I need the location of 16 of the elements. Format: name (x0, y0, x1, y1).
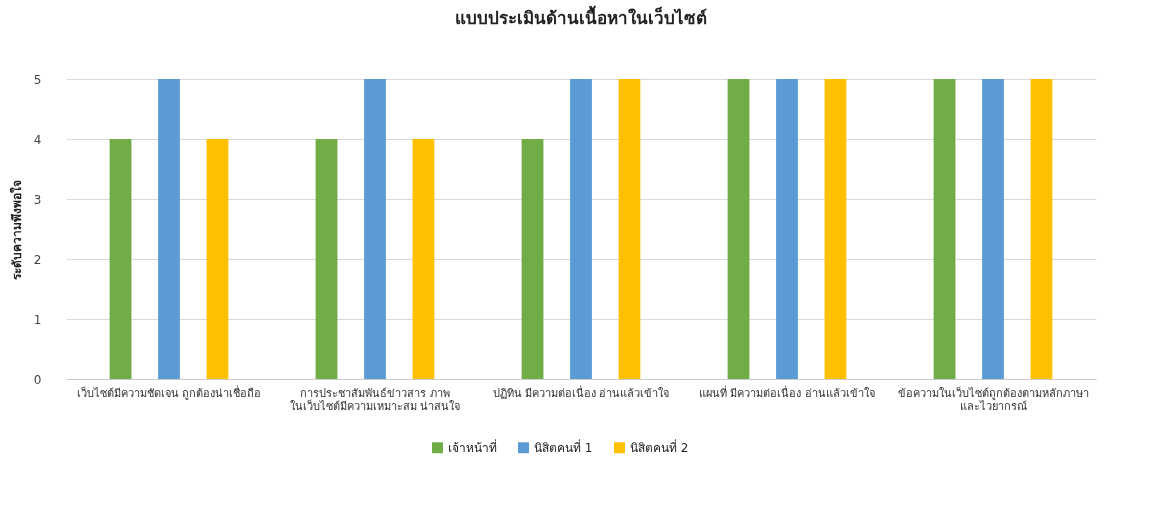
x-tick-label: เว็บไซต์มีความชัดเจน ถูกต้องน่าเชื่อถือ (76, 384, 262, 400)
y-tick-label: 2 (33, 252, 42, 267)
y-axis-title: ระดับความพึงพอใจ (8, 179, 24, 280)
x-tick-label: ข้อความในเว็บไซต์ถูกต้องตามหลักภาษาและไวยากรณ์ (897, 385, 1089, 413)
y-tick-label: 0 (33, 372, 42, 387)
y-tick-label: 5 (33, 72, 42, 87)
chart-title: แบบประเมินด้านเนื้อหาในเว็บไซต์ (455, 5, 707, 28)
legend-label: เจ้าหน้าที่ (448, 438, 497, 455)
x-tick-label: ปฏิทิน มีความต่อเนื่อง อ่านแล้วเข้าใจ (492, 384, 670, 400)
x-tick-label: แผนที่ มีความต่อเนื่อง อ่านแล้วเข้าใจ (699, 384, 875, 400)
legend-label: นิสิตคนที่ 1 (534, 438, 593, 455)
x-tick-label: การประชาสัมพันธ์ข่าวสาร ภาพ ในเว็บไซต์มีความเหมาะสม น่าสนใจ (289, 386, 461, 413)
y-tick-label: 3 (33, 192, 42, 207)
legend-label: นิสิตคนที่ 2 (630, 438, 689, 455)
y-tick-label: 4 (33, 132, 42, 147)
y-tick-label: 1 (33, 312, 42, 327)
